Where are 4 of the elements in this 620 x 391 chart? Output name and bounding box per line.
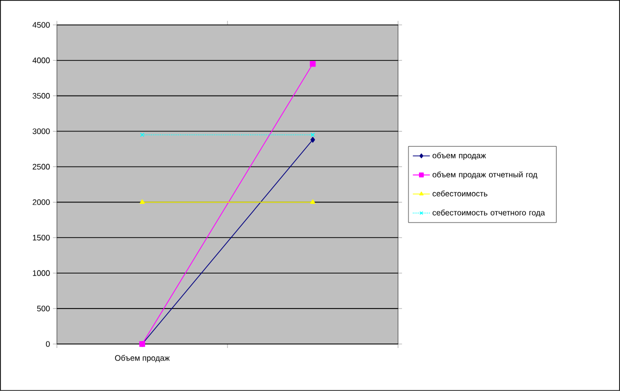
point xyxy=(310,136,316,143)
point xyxy=(310,61,316,67)
point xyxy=(310,132,315,138)
point xyxy=(140,132,144,138)
